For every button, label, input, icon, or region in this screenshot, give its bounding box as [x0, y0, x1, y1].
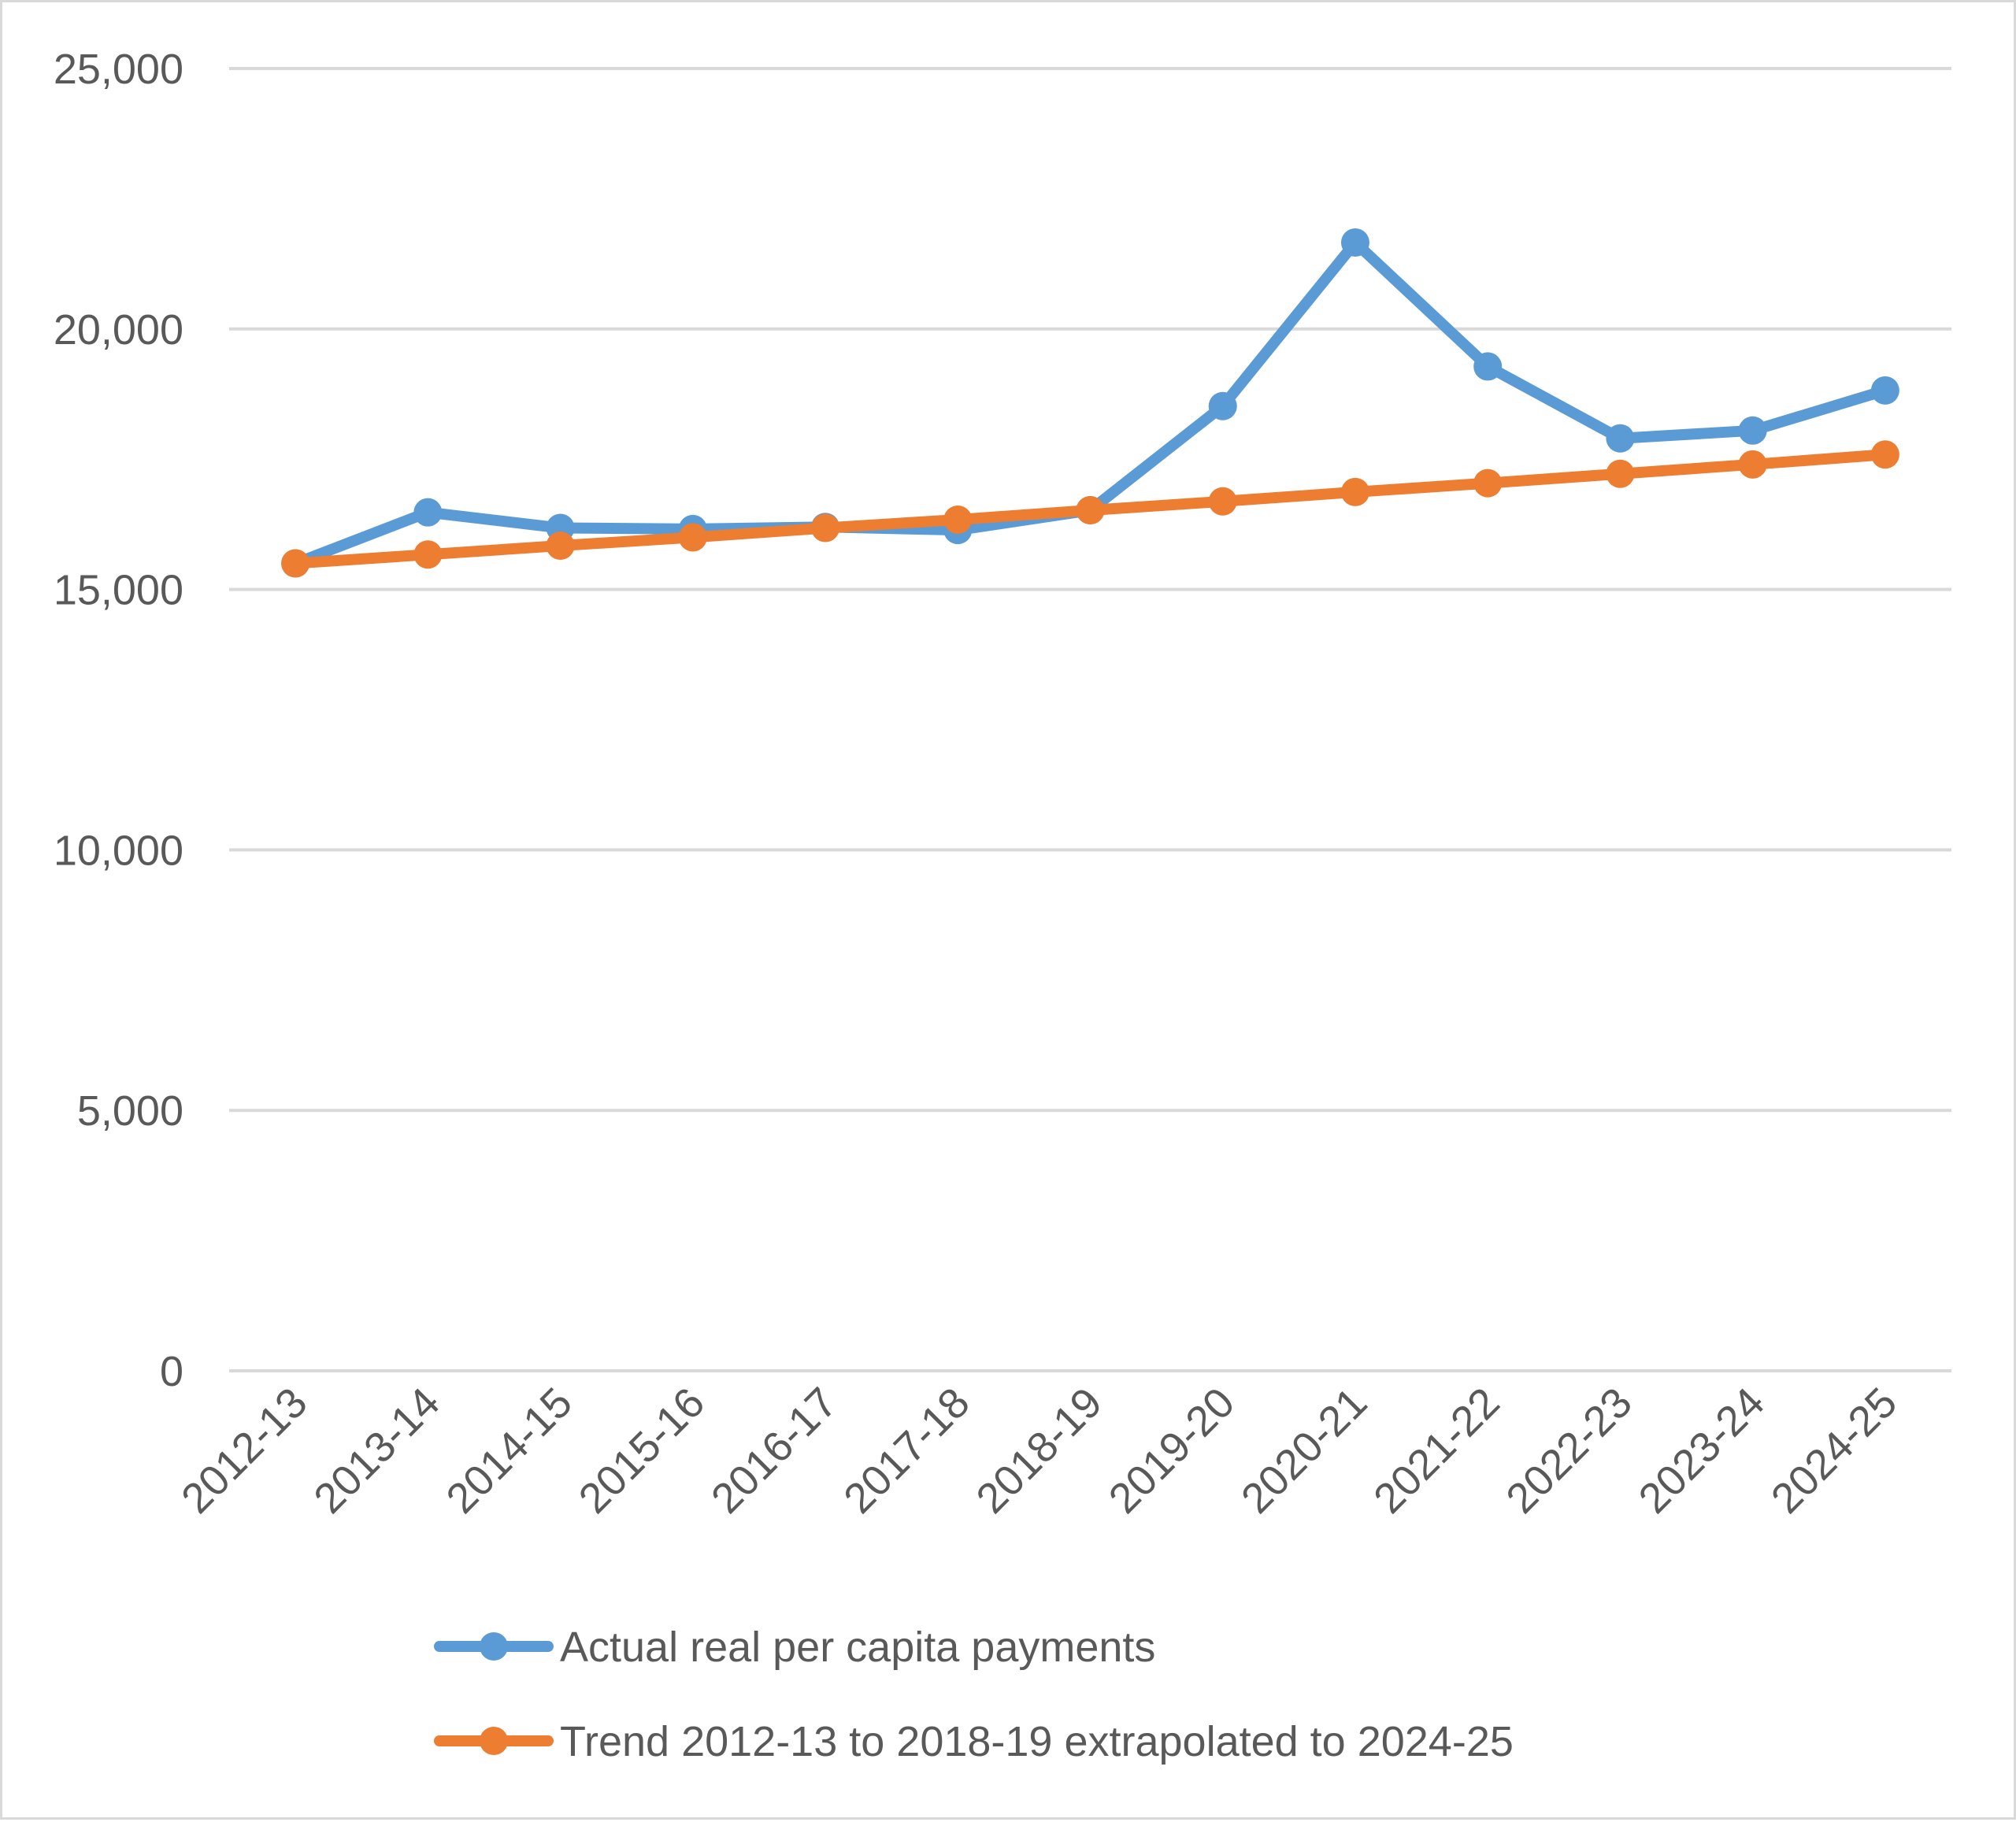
data-point [811, 513, 840, 543]
x-tick-label: 2018-19 [967, 1379, 1111, 1523]
x-tick-label: 2022-23 [1497, 1379, 1641, 1523]
data-point [1340, 228, 1369, 257]
data-point [678, 523, 707, 552]
x-tick-label: 2016-17 [702, 1379, 847, 1523]
series-0 [281, 228, 1899, 578]
x-tick-label: 2021-22 [1365, 1379, 1509, 1523]
y-tick-label: 0 [160, 1348, 183, 1395]
y-tick-label: 25,000 [54, 46, 183, 93]
legend-marker [480, 1632, 508, 1661]
data-point [1473, 352, 1503, 381]
data-point [1076, 496, 1105, 525]
series-1 [281, 440, 1899, 578]
x-tick-label: 2020-21 [1232, 1379, 1377, 1523]
x-tick-label: 2023-24 [1630, 1379, 1774, 1523]
series-lines [281, 228, 1899, 578]
gridlines [229, 67, 1951, 1372]
x-axis-tick-labels: 2012-132013-142014-152015-162016-172017-… [172, 1379, 1906, 1523]
x-tick-label: 2015-16 [570, 1379, 714, 1523]
data-point [413, 498, 443, 527]
data-point [546, 531, 575, 561]
data-point [413, 540, 443, 569]
y-tick-label: 15,000 [54, 567, 183, 614]
x-tick-label: 2019-20 [1100, 1379, 1244, 1523]
legend-item: Trend 2012-13 to 2018-19 extrapolated to… [434, 1718, 1514, 1765]
data-point [1208, 487, 1237, 516]
y-tick-label: 20,000 [54, 306, 183, 354]
x-tick-label: 2024-25 [1762, 1379, 1907, 1523]
legend-marker [480, 1727, 508, 1755]
legend-label: Actual real per capita payments [560, 1624, 1155, 1671]
x-tick-label: 2017-18 [835, 1379, 979, 1523]
legend: Actual real per capita payments Trend 201… [434, 1624, 1514, 1765]
data-point [1208, 391, 1237, 420]
data-point [1606, 459, 1635, 488]
data-point [1870, 440, 1899, 469]
data-point [1473, 468, 1503, 498]
data-point [1738, 450, 1767, 479]
y-axis-tick-labels: 0 5,000 10,000 15,000 20,000 25,000 [54, 46, 183, 1395]
x-tick-label: 2012-13 [172, 1379, 317, 1523]
y-tick-label: 10,000 [54, 827, 183, 874]
x-tick-label: 2013-14 [305, 1379, 449, 1523]
data-point [1870, 376, 1899, 405]
x-tick-label: 2014-15 [437, 1379, 581, 1523]
data-point [1738, 416, 1767, 445]
data-point [943, 505, 973, 534]
data-point [1606, 424, 1635, 453]
data-point [1340, 477, 1369, 506]
data-point [281, 549, 310, 578]
legend-label: Trend 2012-13 to 2018-19 extrapolated to… [560, 1718, 1514, 1765]
y-tick-label: 5,000 [77, 1087, 183, 1135]
legend-item: Actual real per capita payments [434, 1624, 1155, 1671]
